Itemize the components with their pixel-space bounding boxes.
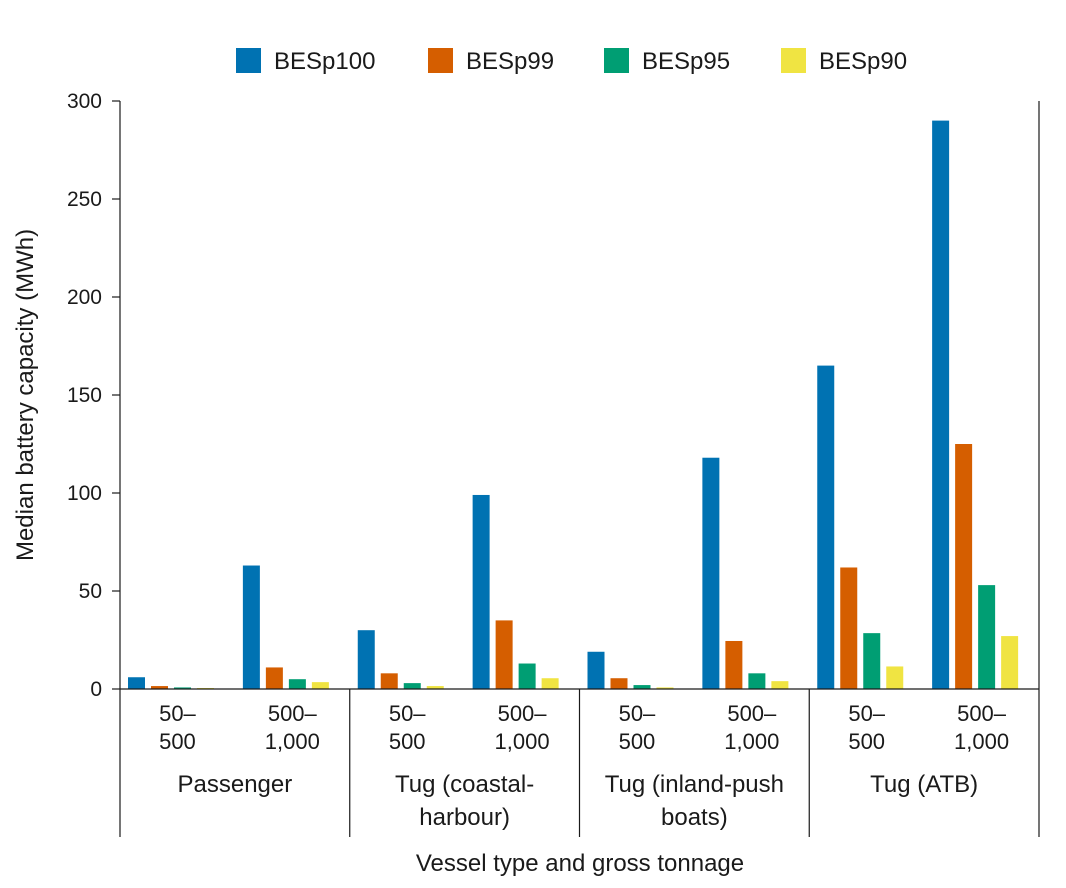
tonnage-label: 50–	[619, 701, 656, 726]
bars	[128, 120, 1019, 690]
bar-besp95-7	[978, 585, 996, 689]
y-tick-label: 0	[90, 678, 102, 701]
legend-label-besp100: BESp100	[274, 48, 375, 75]
legend: BESp100 BESp99 BESp95 BESp90	[236, 48, 907, 75]
bar-besp90-6	[886, 666, 904, 689]
tonnage-label: 500	[389, 729, 426, 754]
group-label: boats)	[661, 804, 728, 831]
y-axis: 0 50 100 150 200 250 300	[67, 90, 121, 701]
y-tick-label: 100	[67, 482, 102, 505]
tonnage-label: 500–	[727, 701, 777, 726]
group-label: Tug (inland-push	[605, 771, 784, 798]
legend-label-besp99: BESp99	[466, 48, 554, 75]
tonnage-label: 500	[159, 729, 196, 754]
tonnage-label: 1,000	[265, 729, 320, 754]
bar-besp100-6	[817, 365, 835, 689]
tonnage-label: 500–	[268, 701, 318, 726]
legend-swatch-besp100	[236, 48, 261, 73]
legend-swatch-besp90	[781, 48, 806, 73]
y-axis-label: Median battery capacity (MWh)	[12, 229, 39, 561]
y-tick-label: 150	[67, 384, 102, 407]
tonnage-label: 50–	[848, 701, 885, 726]
bar-besp100-2	[357, 630, 375, 689]
y-tick-label: 300	[67, 90, 102, 113]
bar-besp90-2	[426, 686, 444, 689]
bar-besp100-4	[587, 651, 605, 689]
legend-label-besp90: BESp90	[819, 48, 907, 75]
bar-besp99-7	[955, 444, 973, 689]
tonnage-label: 1,000	[954, 729, 1009, 754]
tonnage-label: 50–	[389, 701, 426, 726]
tonnage-label: 500–	[957, 701, 1007, 726]
tonnage-label: 1,000	[724, 729, 779, 754]
group-label: Tug (coastal-	[395, 771, 534, 798]
bar-besp90-7	[1001, 636, 1019, 689]
bar-besp99-5	[725, 640, 743, 689]
x-axis: 50– 500 500– 1,000 Passenger 50– 500 500– 1,000 T…	[119, 689, 1040, 837]
y-tick-label: 250	[67, 188, 102, 211]
legend-label-besp95: BESp95	[642, 48, 730, 75]
legend-swatch-besp95	[604, 48, 629, 73]
bar-besp99-1	[265, 667, 283, 689]
tonnage-label: 50–	[159, 701, 196, 726]
bar-besp95-4	[633, 685, 651, 689]
bar-besp95-2	[403, 683, 421, 689]
tonnage-label: 500	[619, 729, 656, 754]
bar-besp99-6	[840, 567, 858, 689]
bar-besp90-3	[541, 678, 559, 689]
y-tick-label: 200	[67, 286, 102, 309]
tonnage-label: 1,000	[495, 729, 550, 754]
group-label: Tug (ATB)	[870, 771, 978, 798]
bar-besp100-5	[702, 457, 720, 689]
bar-besp90-4	[656, 687, 674, 689]
bar-besp99-3	[495, 620, 513, 689]
bar-besp100-3	[472, 494, 490, 689]
tonnage-label: 500	[848, 729, 885, 754]
bar-besp90-5	[771, 681, 789, 689]
bar-besp100-1	[242, 565, 260, 689]
bar-besp95-6	[863, 633, 881, 689]
tonnage-label: 500–	[498, 701, 548, 726]
bar-besp99-4	[610, 678, 628, 689]
bar-besp100-0	[128, 677, 145, 689]
x-axis-label: Vessel type and gross tonnage	[416, 850, 744, 877]
bar-besp95-3	[518, 663, 536, 689]
bar-besp95-1	[288, 679, 306, 689]
bar-besp95-5	[748, 673, 766, 689]
bar-besp99-0	[151, 686, 168, 689]
bar-besp90-1	[311, 682, 329, 689]
y-tick-label: 50	[79, 580, 102, 603]
legend-swatch-besp99	[428, 48, 453, 73]
group-label: Passenger	[178, 771, 293, 798]
bar-besp99-2	[380, 673, 398, 689]
bar-besp100-7	[932, 120, 950, 690]
group-label: harbour)	[419, 804, 510, 831]
bar-besp95-0	[174, 687, 191, 689]
